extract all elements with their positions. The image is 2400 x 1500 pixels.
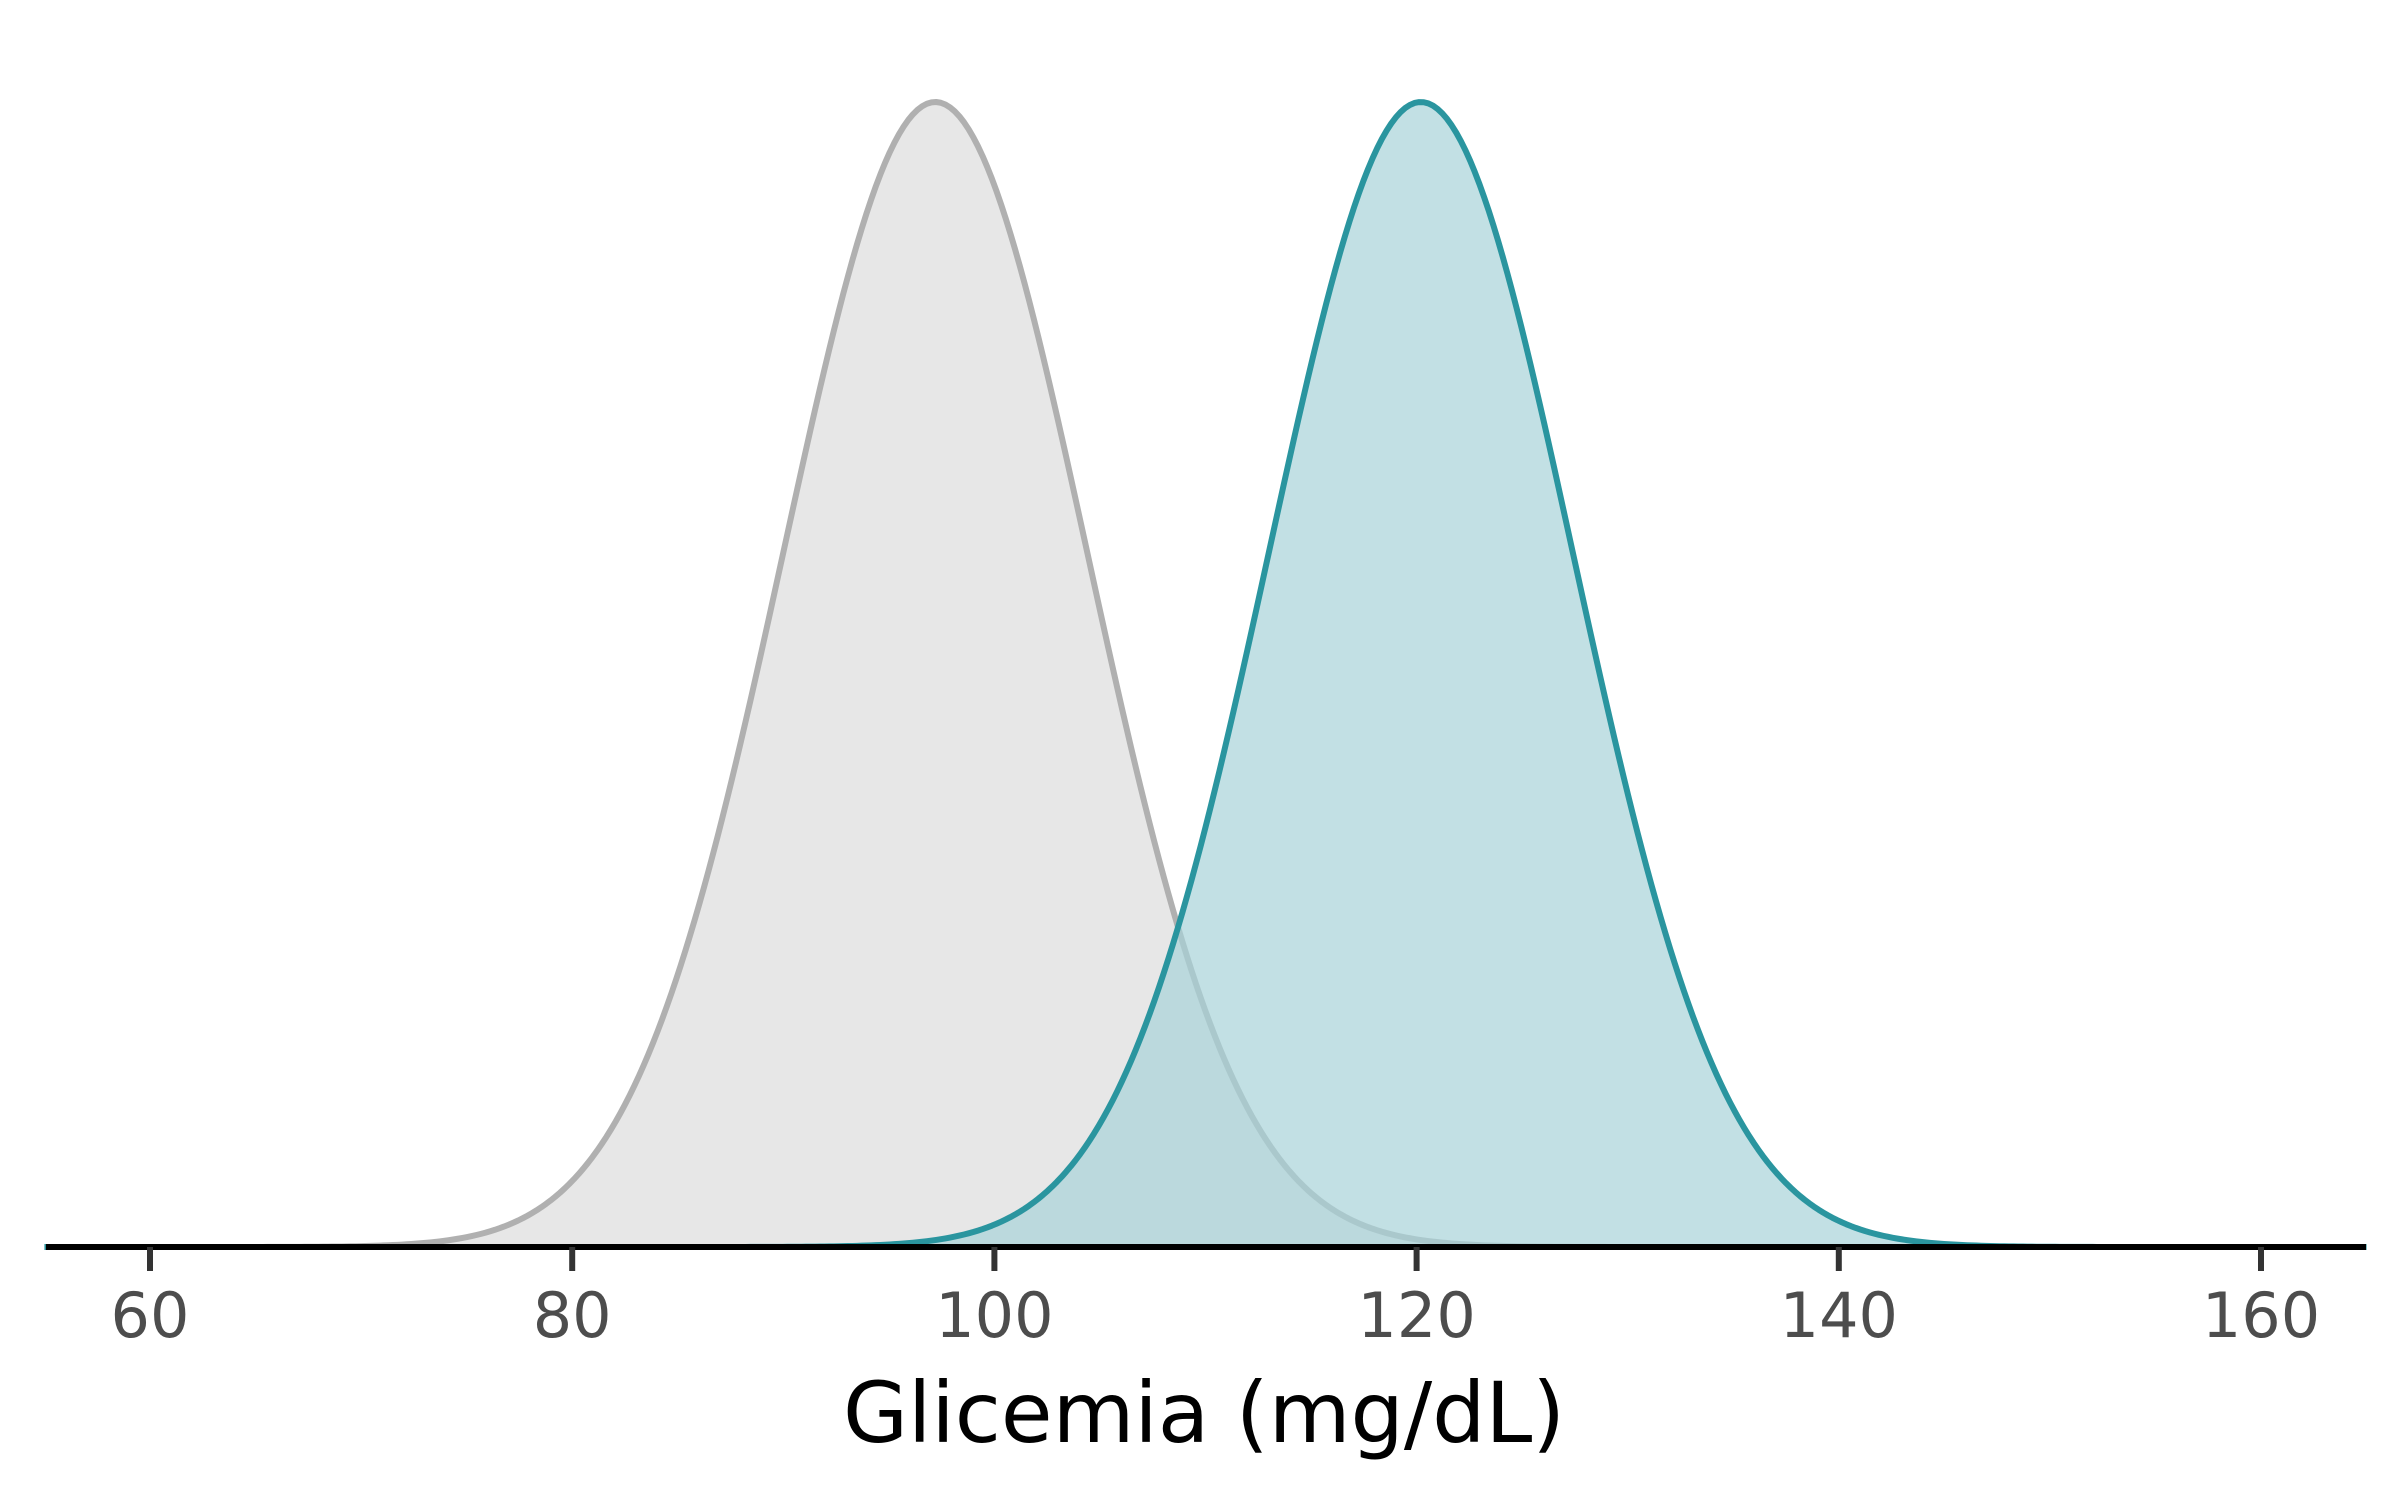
x-axis-title: Glicemia (mg/dL)	[843, 1364, 1565, 1462]
x-axis-ticks: 60 80 100 120 140 160	[111, 1247, 2320, 1352]
x-tick-label-100: 100	[935, 1279, 1053, 1352]
x-tick-label-80: 80	[533, 1279, 612, 1352]
series-layer	[44, 99, 2367, 1250]
x-tick-label-140: 140	[1780, 1279, 1898, 1352]
x-tick-label-120: 120	[1357, 1279, 1475, 1352]
x-tick-label-160: 160	[2202, 1279, 2320, 1352]
x-tick-label-60: 60	[111, 1279, 190, 1352]
density-area-2	[44, 102, 2367, 1248]
